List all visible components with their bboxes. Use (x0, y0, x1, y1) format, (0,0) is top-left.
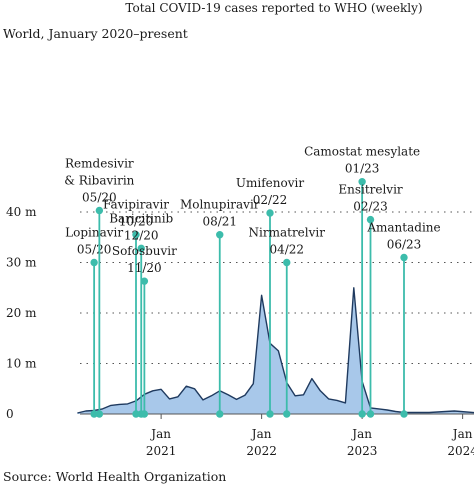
annotation-date: 12/20 (124, 228, 159, 242)
annotation: Nirmatrelvir 04/22 (249, 226, 326, 418)
x-tick-year: 2024 (447, 444, 474, 458)
annotation-dot (366, 215, 375, 224)
annotation-date: 05/20 (82, 190, 117, 204)
annotation-date: 02/23 (353, 200, 388, 214)
area-fill (77, 287, 474, 414)
annotation-drug: Ensitrelvir (338, 183, 403, 197)
grid-lines (80, 211, 474, 365)
y-tick-label: 10 m (6, 357, 37, 371)
series-line (77, 287, 474, 415)
y-tick-label: 20 m (6, 306, 37, 320)
annotation-date: 06/23 (387, 237, 422, 251)
annotation-drug: Nirmatrelvir (249, 226, 326, 240)
x-tick-month: Jan (250, 427, 272, 441)
annotation-base-dot (216, 410, 224, 418)
annotation: Umifenovir 02/22 (236, 176, 304, 418)
annotation: Amantadine 06/23 (366, 220, 441, 418)
annotation: Remdesivir & Ribavirin 05/20 (64, 156, 135, 418)
annotation-date: 11/20 (127, 261, 162, 275)
x-tick-year: 2021 (146, 444, 177, 458)
annotation-dot (140, 277, 149, 285)
annotation-drug: Lopinavir (65, 226, 123, 240)
annotation-dot (400, 253, 408, 262)
annotation-dot (283, 258, 291, 267)
annotation-date: 08/21 (202, 215, 237, 229)
chart-title: Total COVID-19 cases reported to WHO (we… (125, 1, 422, 15)
annotation-drug: Favipiravir (103, 198, 169, 212)
annotation-dot (358, 178, 366, 186)
annotation-drug: Amantadine (366, 220, 440, 234)
source-note: Source: World Health Organization (3, 469, 226, 484)
annotation-dot (95, 206, 104, 215)
annotation-drug: Sofosbuvir (112, 244, 177, 258)
annotation-drug: Remdesivir (65, 156, 134, 170)
annotation: Sofosbuvir 11/20 (112, 244, 177, 418)
annotation-base-dot (358, 410, 366, 418)
annotation-dot (90, 258, 98, 267)
annotation-base-dot (283, 410, 291, 418)
annotation-base-dot (366, 410, 375, 418)
annotation: Baricitinib 12/20 (109, 211, 174, 418)
annotation-date: 05/20 (77, 243, 112, 257)
annotation: Molnupiravir 08/21 (180, 198, 260, 418)
annotations: Lopinavir 05/20 Remdesivir & Ribavirin 05/20… (64, 145, 441, 418)
x-axis: Jan 2021 Jan 2022 Jan 2023 Jan 2024 (146, 414, 474, 458)
x-tick-month: Jan (451, 427, 473, 441)
annotation-base-dot (266, 410, 274, 418)
y-tick-label: 40 m (6, 205, 37, 219)
annotation-drug: Umifenovir (236, 176, 304, 190)
annotation: Lopinavir 05/20 (65, 226, 123, 418)
annotation-date: 10/20 (119, 215, 154, 229)
annotation-base-dot (400, 410, 408, 418)
annotation: Ensitrelvir 02/23 (338, 183, 403, 418)
x-tick-year: 2023 (347, 444, 378, 458)
annotation: Camostat mesylate 01/23 (304, 145, 420, 418)
annotation-base-dot (140, 410, 149, 418)
x-tick-month: Jan (350, 427, 372, 441)
annotation-drug: Molnupiravir (180, 198, 260, 212)
annotation-dot (216, 231, 224, 239)
x-tick-month: Jan (149, 427, 171, 441)
x-tick-year: 2022 (246, 444, 277, 458)
annotation-date: 02/22 (253, 193, 288, 207)
annotation-base-dot (90, 410, 98, 418)
annotation-date: 04/22 (269, 243, 304, 257)
chart-subtitle: World, January 2020–present (3, 26, 188, 41)
annotation-base-dot (132, 410, 140, 418)
annotation-drug: Camostat mesylate (304, 145, 420, 159)
annotation-dot (132, 231, 140, 239)
annotation: Favipiravir 10/20 (103, 198, 169, 418)
annotation-drug: & Ribavirin (64, 173, 134, 187)
annotation-date: 01/23 (345, 162, 380, 176)
y-tick-label: 0 (6, 407, 14, 421)
annotation-dot (137, 244, 145, 253)
y-tick-label: 30 m (6, 256, 37, 270)
annotation-base-dot (95, 410, 104, 418)
annotation-drug: Baricitinib (109, 211, 173, 225)
y-axis: 0 10 m 20 m 30 m 40 m (6, 205, 37, 421)
annotation-dot (266, 209, 274, 217)
